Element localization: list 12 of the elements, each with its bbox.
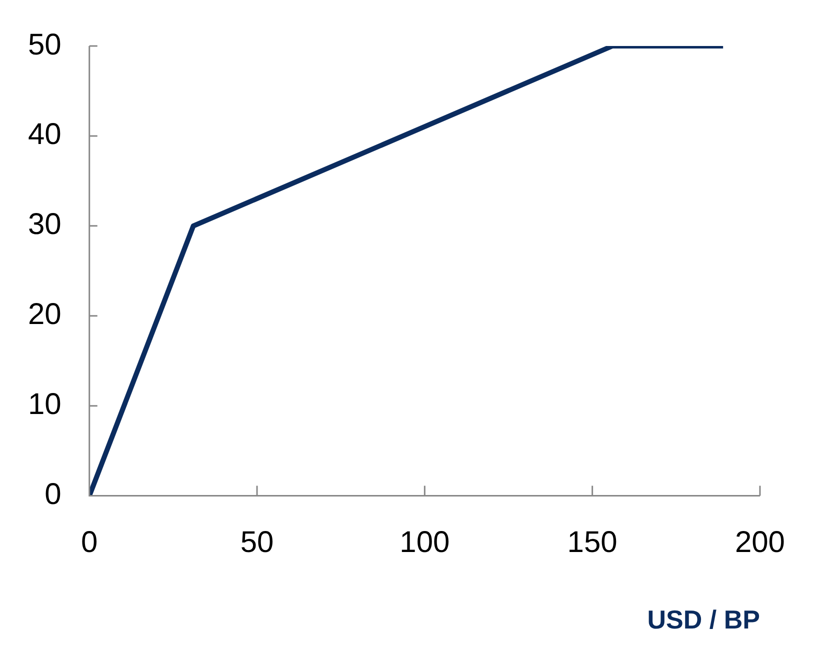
x-tick-label: 50 [240,526,274,560]
y-tick-label: 10 [28,388,62,422]
x-tick-label: 0 [81,526,98,560]
x-tick-label: 100 [400,526,450,560]
x-tick-label: 150 [567,526,618,560]
y-tick-label: 30 [28,208,62,242]
x-tick-label: 200 [734,526,786,560]
y-tick-label: 40 [28,118,62,152]
y-tick-label: 50 [28,28,62,62]
y-tick-label: 20 [28,298,62,332]
x-axis-title: USD / BP [647,604,760,635]
y-tick-label: 0 [44,478,62,512]
